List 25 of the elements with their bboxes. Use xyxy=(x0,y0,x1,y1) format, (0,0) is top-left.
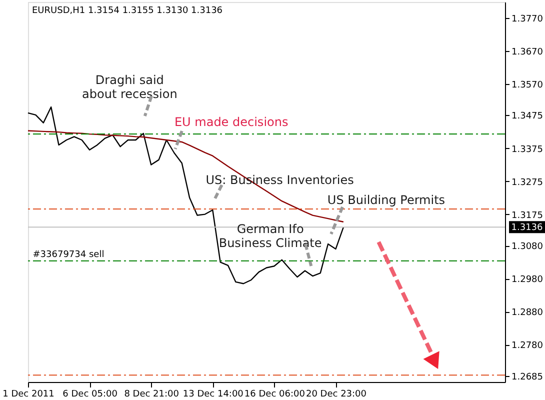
chart-title: EURUSD,H1 1.3154 1.3155 1.3130 1.3136 xyxy=(32,6,223,16)
ref-line-label: 1.3136 xyxy=(511,223,544,234)
x-tick-label: 20 Dec 23:00 xyxy=(306,390,367,400)
y-tick-label: 1.3670 xyxy=(512,47,544,58)
y-tick-label: 1.3770 xyxy=(512,14,544,24)
x-tick-label: 13 Dec 14:00 xyxy=(182,390,244,400)
annotation: Draghi said about recession xyxy=(82,73,178,101)
annotation: German Ifo Business Climate xyxy=(218,222,322,250)
y-tick-label: 1.2780 xyxy=(512,341,544,352)
annotation: US Building Permits xyxy=(327,193,446,207)
y-tick-label: 1.3080 xyxy=(512,242,544,252)
x-tick-label: 8 Dec 21:00 xyxy=(124,390,180,400)
y-tick-label: 1.2980 xyxy=(512,275,544,286)
ref-line-label: #33679734 sell xyxy=(32,250,104,260)
x-tick-label: 1 Dec 2011 xyxy=(2,390,54,400)
y-tick-label: 1.3570 xyxy=(512,80,544,90)
x-tick-label: 6 Dec 05:00 xyxy=(62,390,118,400)
y-tick-label: 1.3375 xyxy=(512,144,543,155)
y-tick-label: 1.3275 xyxy=(512,178,543,188)
annotation: EU made decisions xyxy=(174,115,288,129)
y-tick-label: 1.3175 xyxy=(512,210,543,221)
y-tick-label: 1.3475 xyxy=(512,112,543,122)
y-tick-label: 1.2880 xyxy=(512,308,544,318)
x-tick-label: 16 Dec 06:00 xyxy=(244,390,306,400)
y-tick-label: 1.2685 xyxy=(512,372,543,383)
